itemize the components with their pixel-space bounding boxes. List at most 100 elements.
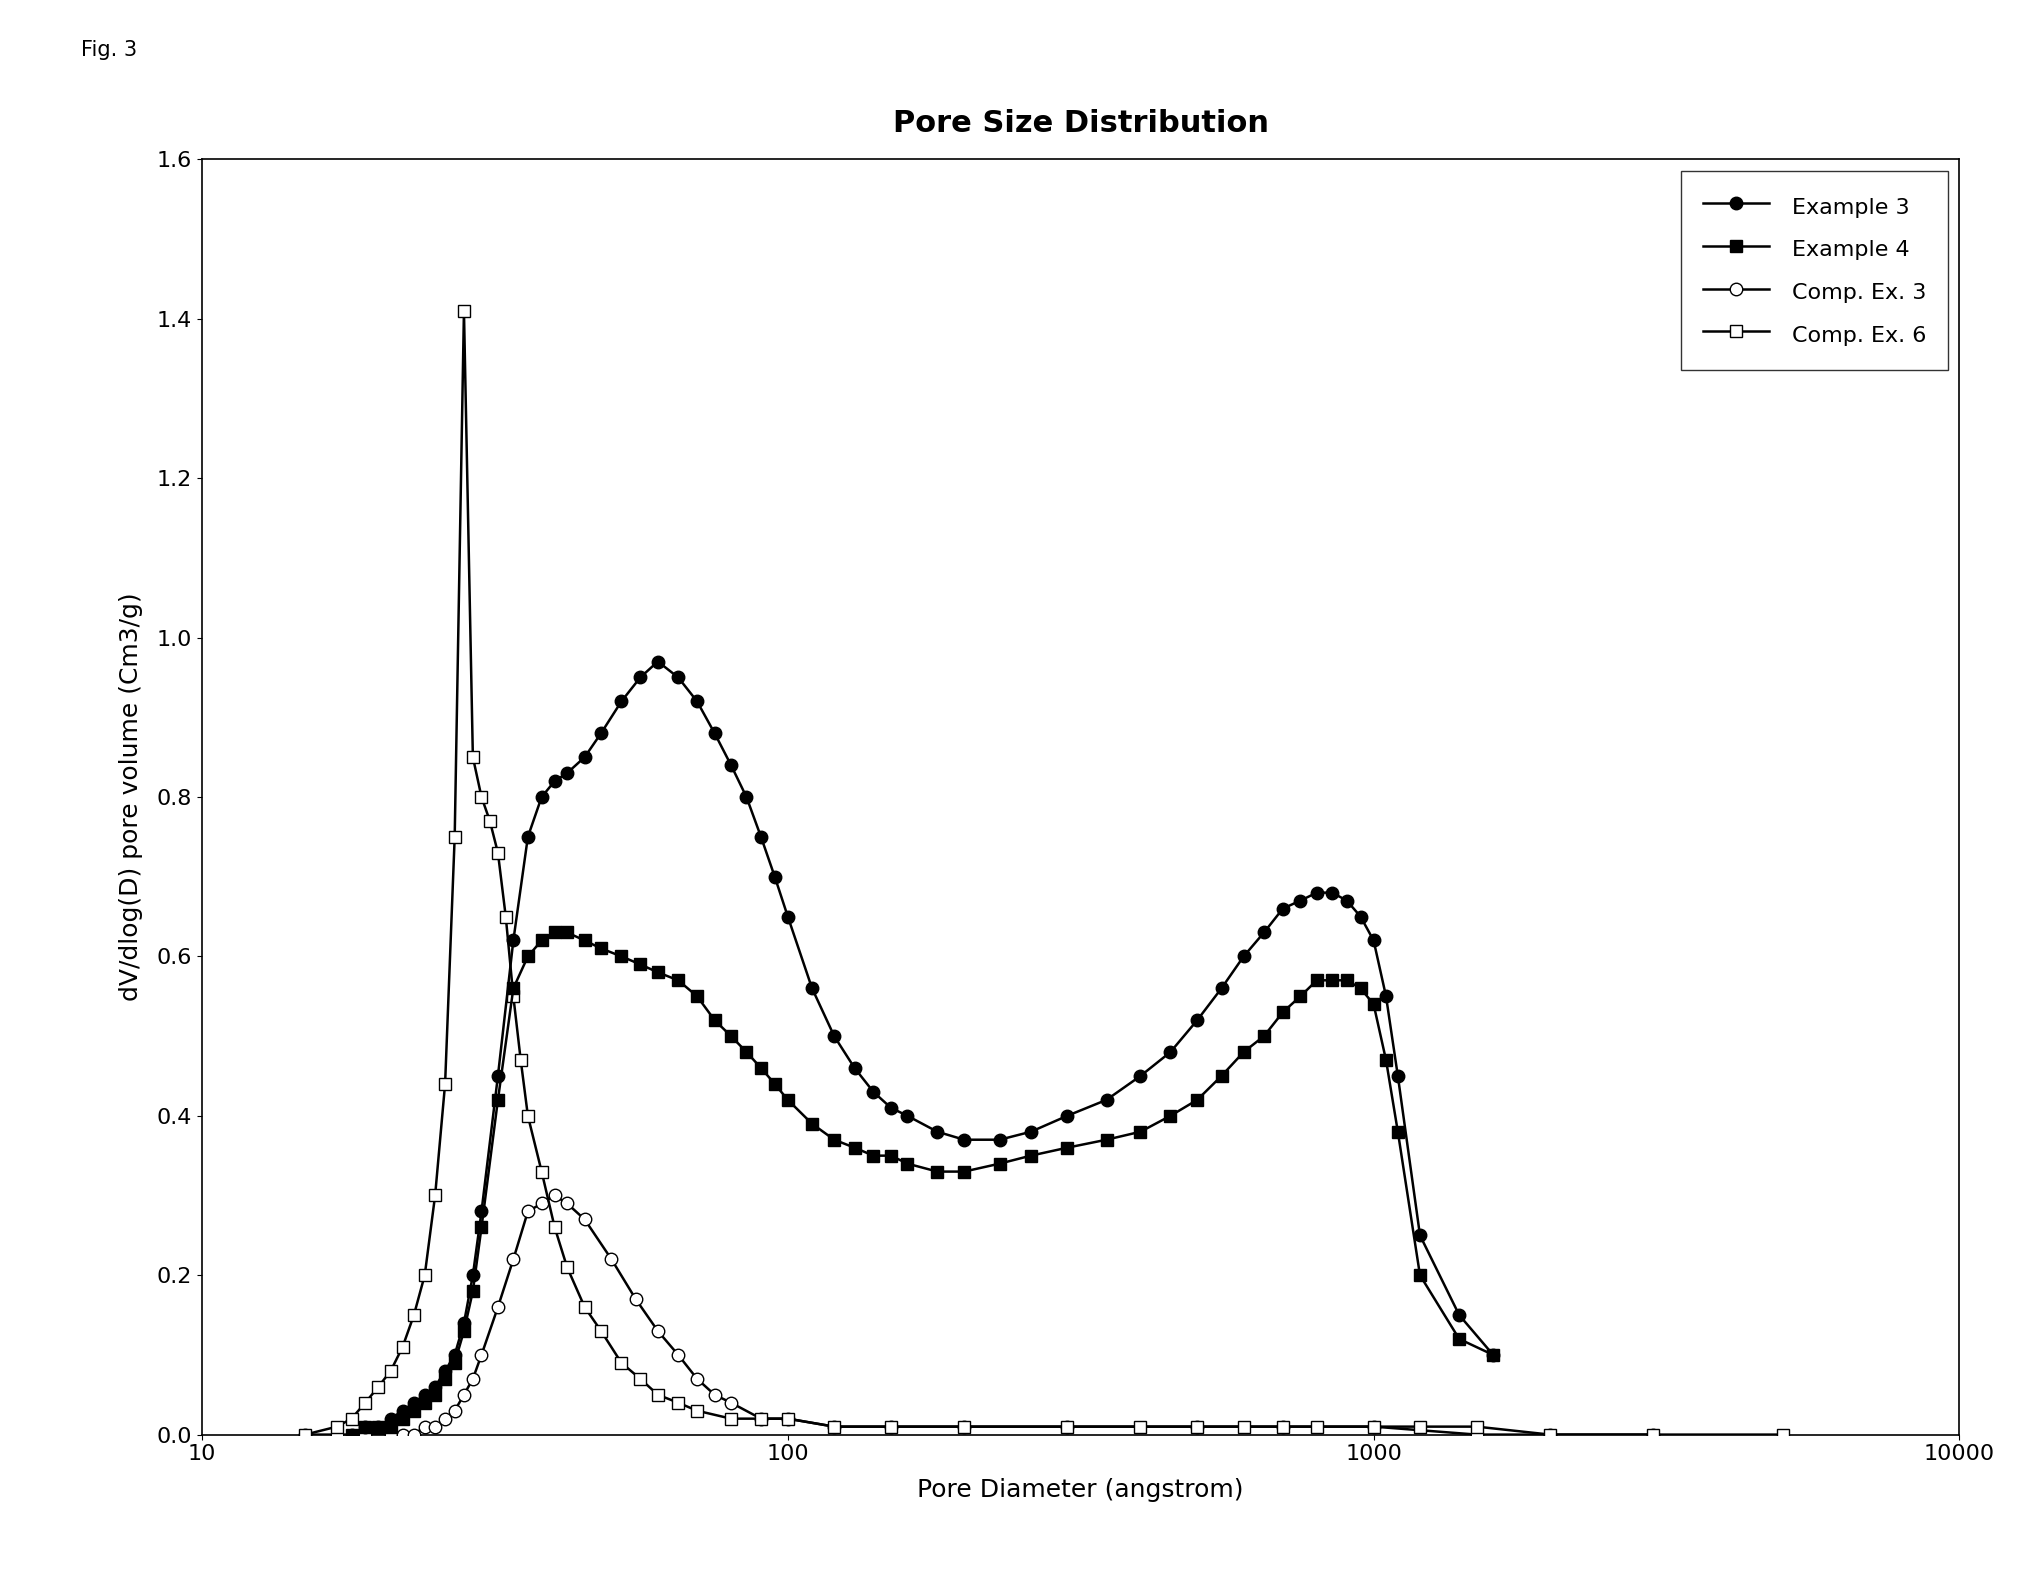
Example 3 bbox=[646, 652, 671, 671]
Example 4 bbox=[529, 931, 553, 950]
Comp. Ex. 3 bbox=[719, 1393, 743, 1412]
Comp. Ex. 6 bbox=[1408, 1417, 1432, 1436]
Comp. Ex. 3 bbox=[452, 1385, 477, 1404]
Comp. Ex. 6 bbox=[412, 1266, 436, 1285]
Comp. Ex. 6 bbox=[339, 1409, 364, 1428]
Comp. Ex. 6 bbox=[749, 1409, 774, 1428]
Example 4 bbox=[543, 923, 568, 942]
Comp. Ex. 6 bbox=[442, 827, 467, 846]
Comp. Ex. 3 bbox=[556, 1194, 580, 1213]
Example 3 bbox=[402, 1393, 426, 1412]
Text: Fig. 3: Fig. 3 bbox=[81, 40, 137, 61]
Comp. Ex. 3 bbox=[543, 1186, 568, 1205]
Example 4 bbox=[1481, 1345, 1505, 1364]
Comp. Ex. 3 bbox=[1361, 1417, 1386, 1436]
Legend: Example 3, Example 4, Comp. Ex. 3, Comp. Ex. 6: Example 3, Example 4, Comp. Ex. 3, Comp.… bbox=[1681, 171, 1947, 370]
Comp. Ex. 3 bbox=[1271, 1417, 1295, 1436]
Comp. Ex. 3 bbox=[432, 1409, 457, 1428]
Comp. Ex. 3 bbox=[776, 1409, 800, 1428]
Comp. Ex. 6 bbox=[719, 1409, 743, 1428]
Comp. Ex. 6 bbox=[477, 811, 501, 830]
Example 3 bbox=[339, 1425, 364, 1444]
Comp. Ex. 3 bbox=[354, 1425, 378, 1444]
Example 3 bbox=[469, 1202, 493, 1221]
Comp. Ex. 6 bbox=[485, 843, 509, 862]
Comp. Ex. 6 bbox=[556, 1258, 580, 1277]
Line: Example 3: Example 3 bbox=[345, 655, 1499, 1441]
Comp. Ex. 6 bbox=[452, 301, 477, 320]
Comp. Ex. 3 bbox=[1537, 1425, 1561, 1444]
Comp. Ex. 6 bbox=[1054, 1417, 1079, 1436]
Comp. Ex. 6 bbox=[1129, 1417, 1153, 1436]
Comp. Ex. 3 bbox=[442, 1401, 467, 1420]
Comp. Ex. 6 bbox=[515, 1106, 539, 1125]
Line: Comp. Ex. 6: Comp. Ex. 6 bbox=[299, 304, 1790, 1441]
Comp. Ex. 3 bbox=[667, 1345, 691, 1364]
Comp. Ex. 6 bbox=[951, 1417, 976, 1436]
Comp. Ex. 6 bbox=[293, 1425, 317, 1444]
Comp. Ex. 3 bbox=[572, 1210, 596, 1229]
Comp. Ex. 3 bbox=[703, 1385, 727, 1404]
Comp. Ex. 3 bbox=[646, 1321, 671, 1341]
Comp. Ex. 6 bbox=[402, 1305, 426, 1325]
Comp. Ex. 6 bbox=[1361, 1417, 1386, 1436]
Comp. Ex. 3 bbox=[469, 1345, 493, 1364]
Comp. Ex. 3 bbox=[422, 1417, 446, 1436]
Comp. Ex. 3 bbox=[879, 1417, 903, 1436]
Example 4 bbox=[339, 1425, 364, 1444]
Line: Comp. Ex. 3: Comp. Ex. 3 bbox=[299, 1189, 1658, 1441]
Comp. Ex. 6 bbox=[1232, 1417, 1256, 1436]
Comp. Ex. 6 bbox=[776, 1409, 800, 1428]
Comp. Ex. 3 bbox=[1464, 1425, 1489, 1444]
Comp. Ex. 3 bbox=[529, 1194, 553, 1213]
Comp. Ex. 6 bbox=[493, 907, 517, 926]
Comp. Ex. 3 bbox=[325, 1425, 349, 1444]
Comp. Ex. 3 bbox=[624, 1290, 648, 1309]
Comp. Ex. 3 bbox=[412, 1417, 436, 1436]
Comp. Ex. 6 bbox=[628, 1369, 652, 1388]
Comp. Ex. 3 bbox=[951, 1417, 976, 1436]
Example 3 bbox=[529, 787, 553, 807]
Comp. Ex. 6 bbox=[325, 1417, 349, 1436]
Comp. Ex. 3 bbox=[1186, 1417, 1210, 1436]
Comp. Ex. 6 bbox=[1271, 1417, 1295, 1436]
Comp. Ex. 6 bbox=[366, 1377, 390, 1396]
Example 4 bbox=[1335, 971, 1359, 990]
Comp. Ex. 6 bbox=[1772, 1425, 1796, 1444]
Comp. Ex. 3 bbox=[1640, 1425, 1664, 1444]
Comp. Ex. 6 bbox=[879, 1417, 903, 1436]
Comp. Ex. 6 bbox=[667, 1393, 691, 1412]
Example 4 bbox=[402, 1401, 426, 1420]
Comp. Ex. 3 bbox=[1054, 1417, 1079, 1436]
Comp. Ex. 6 bbox=[1640, 1425, 1664, 1444]
Comp. Ex. 6 bbox=[646, 1385, 671, 1404]
Comp. Ex. 3 bbox=[501, 1250, 525, 1269]
Comp. Ex. 3 bbox=[515, 1202, 539, 1221]
Comp. Ex. 6 bbox=[509, 1050, 533, 1070]
Line: Example 4: Example 4 bbox=[345, 926, 1499, 1441]
Example 4 bbox=[925, 1162, 949, 1181]
Example 3 bbox=[1481, 1345, 1505, 1364]
Comp. Ex. 3 bbox=[390, 1425, 414, 1444]
Y-axis label: dV/dlog(D) pore volume (Cm3/g): dV/dlog(D) pore volume (Cm3/g) bbox=[119, 593, 143, 1001]
Comp. Ex. 6 bbox=[822, 1417, 846, 1436]
Comp. Ex. 3 bbox=[293, 1425, 317, 1444]
Comp. Ex. 6 bbox=[1186, 1417, 1210, 1436]
Comp. Ex. 3 bbox=[378, 1425, 402, 1444]
Comp. Ex. 6 bbox=[1464, 1417, 1489, 1436]
Comp. Ex. 3 bbox=[402, 1425, 426, 1444]
Example 3 bbox=[1335, 891, 1359, 910]
Comp. Ex. 6 bbox=[529, 1162, 553, 1181]
Comp. Ex. 6 bbox=[610, 1353, 634, 1372]
Comp. Ex. 3 bbox=[822, 1417, 846, 1436]
Example 4 bbox=[469, 1218, 493, 1237]
Comp. Ex. 6 bbox=[590, 1321, 614, 1341]
Comp. Ex. 6 bbox=[432, 1074, 457, 1093]
Example 3 bbox=[776, 907, 800, 926]
Comp. Ex. 6 bbox=[469, 787, 493, 807]
Comp. Ex. 6 bbox=[422, 1186, 446, 1205]
X-axis label: Pore Diameter (angstrom): Pore Diameter (angstrom) bbox=[917, 1478, 1244, 1502]
Comp. Ex. 3 bbox=[461, 1369, 485, 1388]
Comp. Ex. 6 bbox=[572, 1298, 596, 1317]
Comp. Ex. 6 bbox=[501, 987, 525, 1006]
